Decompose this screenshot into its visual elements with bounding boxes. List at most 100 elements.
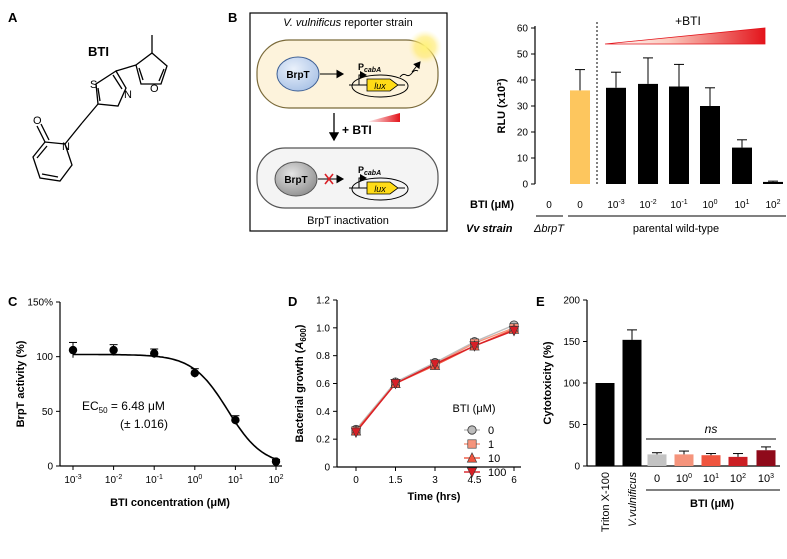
c-point-2 [150, 349, 159, 358]
bacterial-growth-chart: 0 0.2 0.4 0.6 0.8 1.0 1.2 0 1.5 3 4.5 6 Time (hrs) Ba… [294, 296, 521, 503]
d-x-tick-label-4: 6 [511, 475, 517, 486]
c-point-1 [109, 345, 118, 355]
d-y-tick-label-5: 1.0 [316, 323, 330, 334]
e-category-label-3: 100 [676, 473, 692, 485]
e-group-label: BTI (μM) [690, 498, 734, 510]
d-series-line-1 [355, 327, 515, 432]
c-y-tick-label-0: 0 [47, 462, 53, 473]
panel-label-e: E [536, 294, 545, 309]
c-point-4 [231, 415, 240, 425]
b-bar-6 [732, 147, 752, 184]
d-x-tick-label-2: 3 [432, 475, 438, 486]
d-point-3-1 [390, 378, 401, 390]
e-category-label-0: Triton X-100 [600, 472, 612, 532]
light-glow [408, 30, 442, 64]
d-legend-label-2: 10 [488, 453, 500, 465]
block-cross-icon [324, 173, 334, 185]
b-y-tick-label-3: 30 [517, 102, 529, 113]
d-y-tick-label-2: 0.4 [316, 407, 330, 418]
c-ec50-label: EC50 = 6.48 μM [82, 399, 165, 415]
b-bti-label-0: 0 [546, 200, 552, 211]
c-x-tick-label-1: 10-2 [105, 474, 122, 486]
c-y-tick-label-1: 50 [42, 407, 54, 418]
promoter-label-active: PcabA [358, 62, 381, 74]
b-bti-label-4: 10-1 [670, 199, 687, 211]
reporter-strain-diagram: V. vulnificus reporter strain BrpT PcabA… [249, 12, 448, 232]
light-emission-squiggle [399, 69, 419, 78]
b-bti-label-1: 0 [577, 200, 583, 211]
d-legend-marker-3 [466, 467, 478, 478]
d-point-3-0 [350, 427, 362, 439]
brpt-label-inactive: BrpT [284, 175, 307, 186]
promoter-label-inactive: PcabA [358, 165, 381, 177]
e-bar-1 [622, 339, 642, 466]
b-bti-row-label: BTI (μM) [470, 199, 514, 211]
c-x-tick-label-5: 102 [268, 474, 283, 486]
e-category-label-6: 103 [758, 473, 774, 485]
d-legend-marker-0 [467, 425, 477, 435]
lux-gene-active [366, 78, 399, 92]
b-y-tick-label-6: 60 [517, 24, 529, 35]
e-bar-3 [674, 454, 694, 466]
e-y-tick-label-4: 200 [563, 296, 580, 307]
rlu-bar-chart: 0 10 20 30 40 50 60 RLU (x10³) +BTI BTI (μM) 0 0 10-… [466, 14, 786, 235]
b-strain-mutant: ΔbrpT [533, 223, 565, 235]
b-bar-7 [763, 181, 783, 184]
e-y-tick-label-2: 100 [563, 379, 580, 390]
d-legend-label-1: 1 [488, 439, 494, 451]
c-x-tick-label-0: 10-3 [64, 474, 81, 486]
b-y-tick-label-4: 40 [517, 76, 529, 87]
b-bti-label-7: 102 [765, 199, 780, 211]
c-fit-curve [73, 353, 277, 460]
b-bar-5 [700, 106, 720, 184]
d-x-tick-label-3: 4.5 [468, 475, 482, 486]
d-y-tick-label-4: 0.8 [316, 351, 330, 362]
d-legend-label-3: 100 [488, 467, 506, 479]
b-bti-label-3: 10-2 [639, 199, 656, 211]
lux-label-inactive: lux [374, 184, 386, 194]
d-legend-marker-2 [466, 452, 478, 463]
d-point-3-3 [469, 341, 480, 352]
d-legend-label-0: 0 [488, 425, 494, 437]
e-y-axis-title: Cytotoxicity (%) [542, 341, 554, 424]
e-bar-2 [647, 454, 667, 466]
e-bar-0 [595, 383, 615, 466]
c-point-0 [68, 345, 78, 355]
cytotoxicity-bar-chart: 0 50 100 150 200 Cytotoxicity (%) Triton X-100… [542, 296, 780, 532]
lux-label-active: lux [374, 81, 386, 91]
brpt-protein-active [276, 56, 320, 92]
e-bar-4 [701, 455, 721, 466]
c-x-tick-label-3: 100 [187, 474, 202, 486]
lux-gene-inactive [366, 181, 399, 195]
brpt-protein-inactive [274, 161, 318, 197]
b-y-tick-label-5: 50 [517, 50, 529, 61]
brpt-label-active: BrpT [286, 70, 309, 81]
d-y-tick-label-0: 0 [324, 463, 330, 474]
bti-compound-label: BTI [88, 44, 109, 59]
b-strain-row-label: Vv strain [466, 223, 513, 235]
e-category-label-1: V.vulnificus [627, 472, 639, 527]
atom-o-furan: O [150, 83, 159, 95]
e-y-tick-label-0: 0 [574, 462, 580, 473]
promoter-arrow-inactive [358, 174, 367, 188]
c-x-tick-label-2: 10-1 [146, 474, 163, 486]
promoter-arrow-active [358, 71, 367, 85]
b-y-tick-label-0: 0 [522, 180, 528, 191]
treatment-gradient-wedge [366, 113, 400, 122]
e-category-label-4: 101 [703, 473, 719, 485]
d-legend-title: BTI (μM) [453, 403, 496, 415]
c-point-5 [271, 457, 281, 466]
d-y-axis-title: Bacterial growth (A600) [294, 324, 308, 442]
panel-label-a: A [8, 10, 18, 25]
light-emission-arrow [411, 61, 421, 73]
d-x-tick-label-1: 1.5 [389, 475, 403, 486]
plasmid-inactive [351, 177, 409, 201]
d-legend-marker-1 [467, 439, 477, 449]
e-y-tick-label-3: 150 [563, 337, 580, 348]
c-point-3 [190, 368, 199, 378]
c-y-tick-label-2: 100 [36, 352, 53, 363]
d-series-line-3 [355, 329, 515, 433]
bti-structure [32, 35, 168, 182]
b-y-tick-label-1: 10 [517, 154, 529, 165]
